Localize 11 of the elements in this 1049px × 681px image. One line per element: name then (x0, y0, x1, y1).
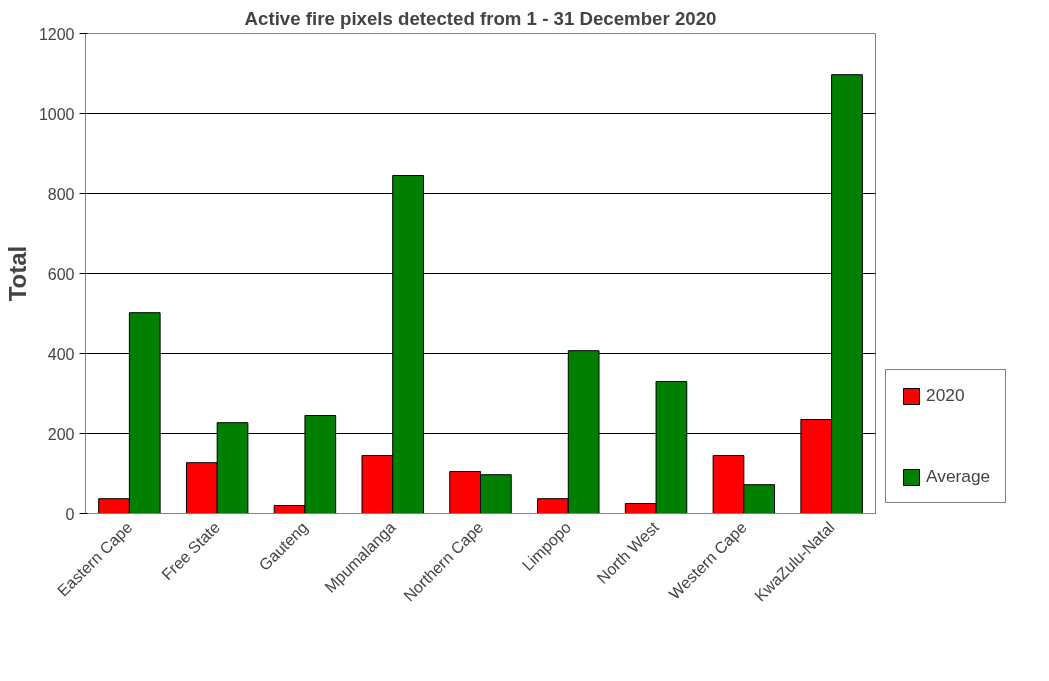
y-tick-label: 1200 (38, 25, 75, 43)
y-tick-label: 400 (47, 345, 75, 363)
y-tick-label: 1000 (38, 105, 75, 123)
y-tick-label: 200 (47, 425, 75, 443)
y-tick-label: 0 (65, 505, 75, 523)
legend-label: 2020 (926, 385, 965, 406)
y-tick-label: 800 (47, 185, 75, 203)
y-axis-title: Total (3, 245, 31, 302)
chart-title: Active fire pixels detected from 1 - 31 December 2020 (244, 7, 717, 29)
legend-label: Average (926, 466, 991, 487)
y-tick-label: 600 (47, 265, 75, 283)
